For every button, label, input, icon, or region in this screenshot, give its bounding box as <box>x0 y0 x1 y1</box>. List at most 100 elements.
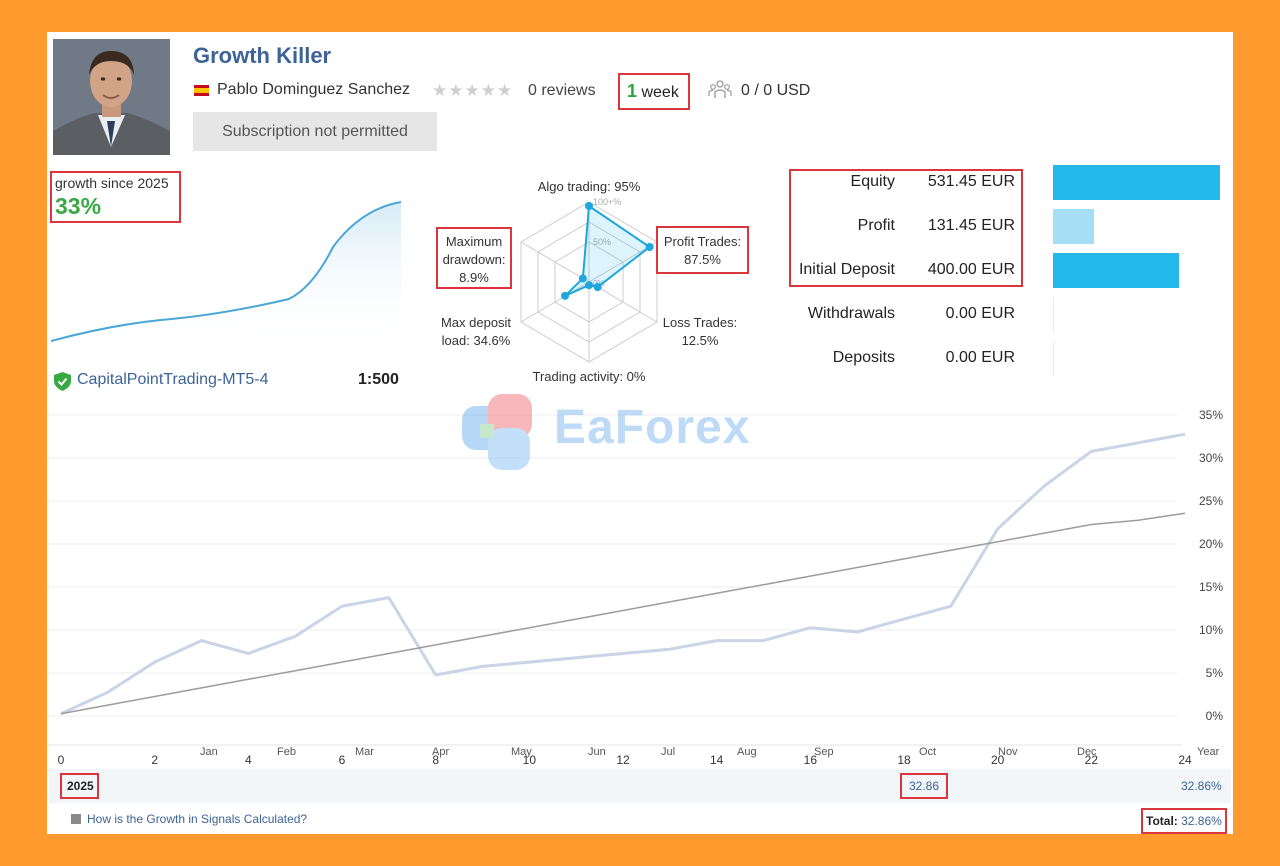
y-tick-label: 10% <box>1199 623 1223 637</box>
radar-point-activity <box>585 281 593 290</box>
radar-point-profit_trades <box>645 243 654 251</box>
growth-calculation-link[interactable]: How is the Growth in Signals Calculated? <box>87 812 308 826</box>
month-label: Jun <box>588 746 606 758</box>
x-tick-label: 4 <box>245 753 252 767</box>
radar-label-drawdown: Maximum drawdown: 8.9% <box>436 233 512 287</box>
stat-bar-withdrawals <box>1053 297 1054 332</box>
avatar[interactable] <box>53 39 170 155</box>
mini-growth-chart <box>51 201 402 345</box>
total-highlight <box>1141 808 1227 834</box>
x-tick-label: 20 <box>991 753 1005 767</box>
drawdown-line3: 8.9% <box>459 270 489 285</box>
x-tick-label: 22 <box>1085 753 1099 767</box>
leverage-value: 1:500 <box>358 371 399 388</box>
radar-label-activity: Trading activity: 0% <box>532 369 646 384</box>
broker-link[interactable]: CapitalPointTrading-MT5-4 <box>77 371 269 388</box>
radar-point-deposit_load <box>561 291 570 300</box>
oct-value-highlight <box>900 773 948 799</box>
avatar-image <box>53 39 170 155</box>
y-tick-label: 15% <box>1199 580 1223 594</box>
help-icon <box>71 814 81 824</box>
y-tick-label: 35% <box>1199 408 1223 422</box>
deposit-load-line2: load: 34.6% <box>441 333 511 348</box>
month-label: Apr <box>432 746 450 758</box>
reviews-count[interactable]: 0 reviews <box>528 82 596 99</box>
year-growth-value[interactable]: 32.86% <box>1181 779 1222 793</box>
signal-title[interactable]: Growth Killer <box>193 43 332 68</box>
growth-line <box>60 432 1186 716</box>
x-tick-label: 8 <box>432 753 439 767</box>
month-label: Nov <box>998 746 1018 758</box>
month-label: Feb <box>277 746 296 758</box>
stat-label-withdrawals: Withdrawals <box>807 305 895 322</box>
subscribers-icon <box>708 80 732 98</box>
profit-trades-highlight <box>656 226 749 274</box>
signal-age: 1 week <box>627 81 679 102</box>
week-highlight <box>618 73 690 110</box>
drawdown-highlight <box>436 227 512 289</box>
month-label: May <box>511 746 532 758</box>
loss-trades-line2: 12.5% <box>681 333 719 348</box>
stat-value-equity: 531.45 EUR <box>927 173 1015 190</box>
week-number: 1 <box>627 81 638 101</box>
year-label: 2025 <box>67 779 94 793</box>
stat-bar-equity <box>1053 165 1220 200</box>
month-label: Oct <box>919 746 937 758</box>
stat-label-deposits: Deposits <box>832 349 895 366</box>
profit-trades-line1: Profit Trades: <box>663 234 742 249</box>
x-tick-label: 2 <box>151 753 158 767</box>
x-tick-label: 0 <box>58 753 65 767</box>
radar-label-algo: Algo trading: 95% <box>537 179 641 194</box>
author-name[interactable]: Pablo Dominguez Sanchez <box>217 81 411 98</box>
signal-panel: Growth Killer Pablo Dominguez Sanchez ★★… <box>47 32 1233 834</box>
x-tick-label: 6 <box>339 753 346 767</box>
subscribers-value: 0 / 0 USD <box>741 82 811 99</box>
loss-trades-line1: Loss Trades: <box>662 315 738 330</box>
x-tick-label: 12 <box>616 753 630 767</box>
growth-value: 33% <box>55 193 102 219</box>
stats-highlight <box>789 169 1023 287</box>
stat-label-initial-deposit: Initial Deposit <box>798 261 895 278</box>
watermark-logo-icon <box>462 394 532 470</box>
radar-point-loss_trades <box>593 283 602 291</box>
radar-label-deposit-load: Max deposit load: 34.6% <box>431 314 521 350</box>
x-tick-label: 18 <box>897 753 911 767</box>
radar-label-profit: Profit Trades: 87.5% <box>656 233 749 269</box>
subscribe-button[interactable]: Subscription not permitted <box>193 112 437 151</box>
radar-value-polygon <box>564 204 652 297</box>
y-tick-label: 0% <box>1206 709 1224 723</box>
x-tick-label: 24 <box>1178 753 1192 767</box>
stat-value-initial-deposit: 400.00 EUR <box>927 261 1015 278</box>
trend-line <box>60 512 1186 715</box>
mini-growth-line <box>51 201 402 342</box>
x-tick-label: 10 <box>523 753 537 767</box>
yearly-row <box>49 769 1231 803</box>
rating-stars: ★★★★★ <box>432 81 514 100</box>
month-label: Year <box>1197 746 1220 758</box>
total-value: 32.86% <box>1181 814 1222 828</box>
month-label: Aug <box>737 746 757 758</box>
stat-label-equity: Equity <box>850 173 895 190</box>
month-label: Jul <box>661 746 676 758</box>
growth-chart: 0 2 4 6 8 10 12 14 16 18 20 22 24 35%30%25%20%15%10%… <box>47 408 1224 767</box>
radar-scale-50: 50% <box>593 237 611 247</box>
year-highlight <box>60 773 99 799</box>
y-tick-label: 5% <box>1206 666 1224 680</box>
spain-flag-icon <box>194 85 209 96</box>
growth-label: growth since 2025 <box>55 175 169 191</box>
radar-point-algo <box>585 202 593 210</box>
week-unit: week <box>637 84 679 101</box>
month-label: Jan <box>200 746 218 758</box>
y-tick-label: 25% <box>1199 494 1223 508</box>
radar-scale-100: 100+% <box>593 197 621 207</box>
radar-chart: 100+% 50% 0% <box>520 197 658 363</box>
y-tick-label: 20% <box>1199 537 1223 551</box>
verified-shield-icon <box>54 372 71 391</box>
x-tick-label: 14 <box>710 753 724 767</box>
stat-label-profit: Profit <box>857 217 895 234</box>
watermark-text: EaForex <box>554 401 751 454</box>
oct-growth-value[interactable]: 32.86 <box>909 779 940 793</box>
radar-label-loss: Loss Trades: 12.5% <box>657 314 743 350</box>
radar-point-drawdown <box>578 274 587 283</box>
stat-bar-initial-deposit <box>1053 253 1179 288</box>
